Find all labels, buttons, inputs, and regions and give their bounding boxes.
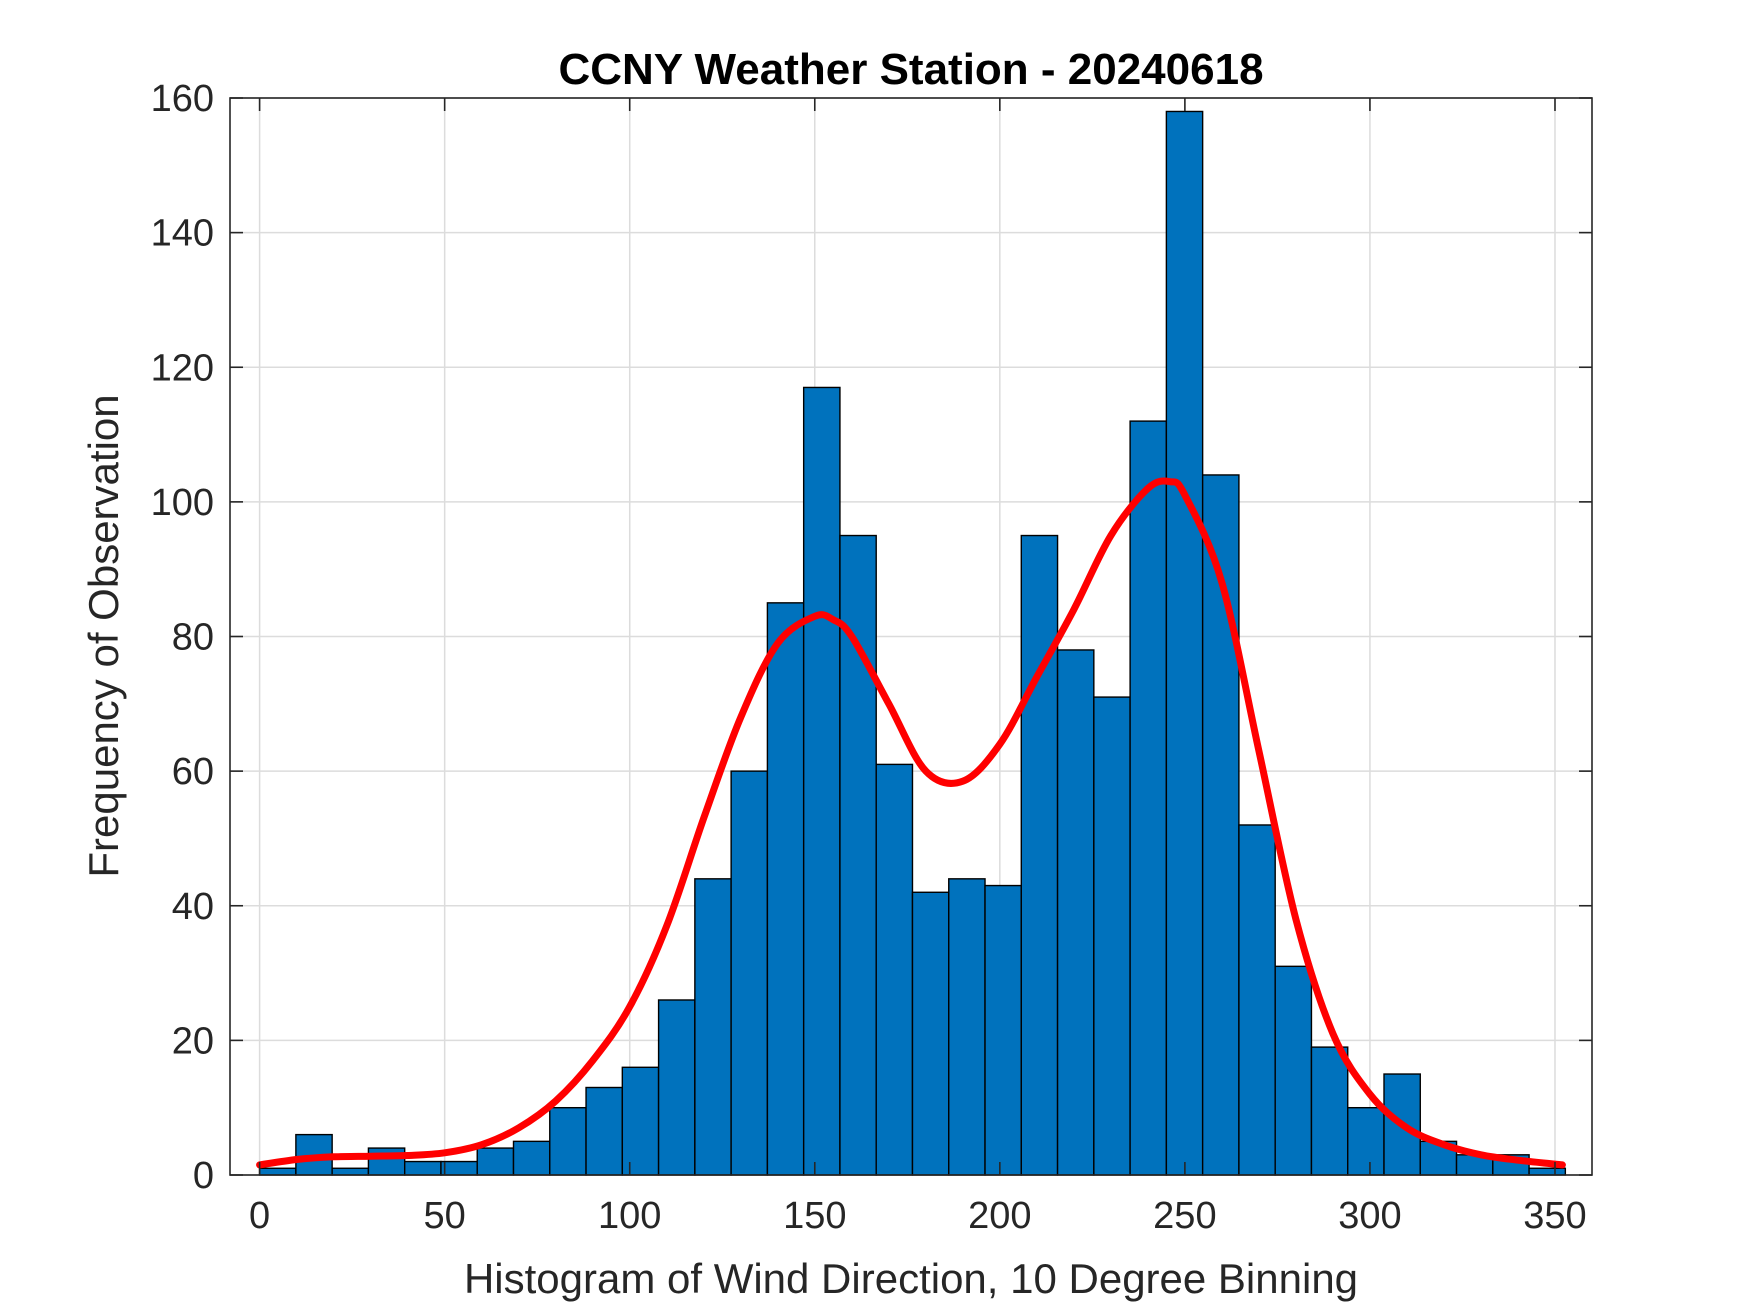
histogram-bar [549,1106,587,1176]
histogram-bar [476,1147,515,1176]
histogram-bar [948,878,986,1176]
y-tick-label: 100 [151,482,214,524]
y-tick-label: 60 [172,751,214,793]
x-axis-label: Histogram of Wind Direction, 10 Degree B… [464,1255,1358,1302]
x-tick-label: 0 [249,1195,270,1237]
histogram-bar [512,1140,551,1176]
x-tick-label: 350 [1523,1195,1586,1237]
histogram-bar [984,884,1022,1176]
y-tick-label: 160 [151,78,214,120]
histogram-bar [1528,1167,1567,1176]
y-tick-label: 140 [151,213,214,255]
histogram-bar [1093,696,1131,1176]
histogram-bar [694,878,732,1176]
histogram-bar [440,1160,478,1176]
tick-labels: 0 50 100 150 200 250 300 350 0 20 40 60 80 100 120 140 1… [151,78,1587,1237]
histogram-bar [1310,1046,1349,1176]
x-tick-label: 300 [1338,1195,1401,1237]
x-tick-label: 150 [783,1195,846,1237]
histogram-bar [1056,649,1095,1176]
histogram-bar [1238,824,1276,1176]
x-tick-label: 100 [598,1195,661,1237]
x-tick-label: 200 [968,1195,1031,1237]
histogram-bar [657,999,696,1176]
histogram-bar [875,763,914,1176]
histogram-bar [839,534,877,1176]
histogram-bar [585,1086,624,1176]
chart-title: CCNY Weather Station - 20240618 [558,45,1263,94]
y-tick-label: 80 [172,617,214,659]
histogram-bar [621,1066,660,1176]
histogram-bar [1274,965,1313,1176]
histogram-bar [331,1167,370,1176]
histogram-bar [1201,474,1240,1176]
histogram-bar [258,1167,297,1176]
y-tick-label: 20 [172,1020,214,1062]
x-tick-label: 50 [424,1195,466,1237]
histogram-bar [1347,1106,1385,1176]
histogram-bar [367,1147,406,1176]
histogram-bar [1165,110,1204,1176]
axis-ticks [230,97,1592,1176]
histogram-bar [1020,534,1059,1176]
histogram-bar [766,602,805,1176]
histogram-bar [730,770,769,1176]
y-axis-label: Frequency of Observation [80,394,127,877]
histogram-bar [802,386,841,1176]
histogram-bar [911,891,950,1176]
x-tick-label: 250 [1153,1195,1216,1237]
y-tick-label: 40 [172,886,214,928]
fit-curve-line [256,477,1566,1169]
histogram-bar [1129,420,1168,1176]
y-tick-label: 0 [193,1155,214,1197]
histogram-bar [403,1160,442,1176]
y-tick-label: 120 [151,347,214,389]
